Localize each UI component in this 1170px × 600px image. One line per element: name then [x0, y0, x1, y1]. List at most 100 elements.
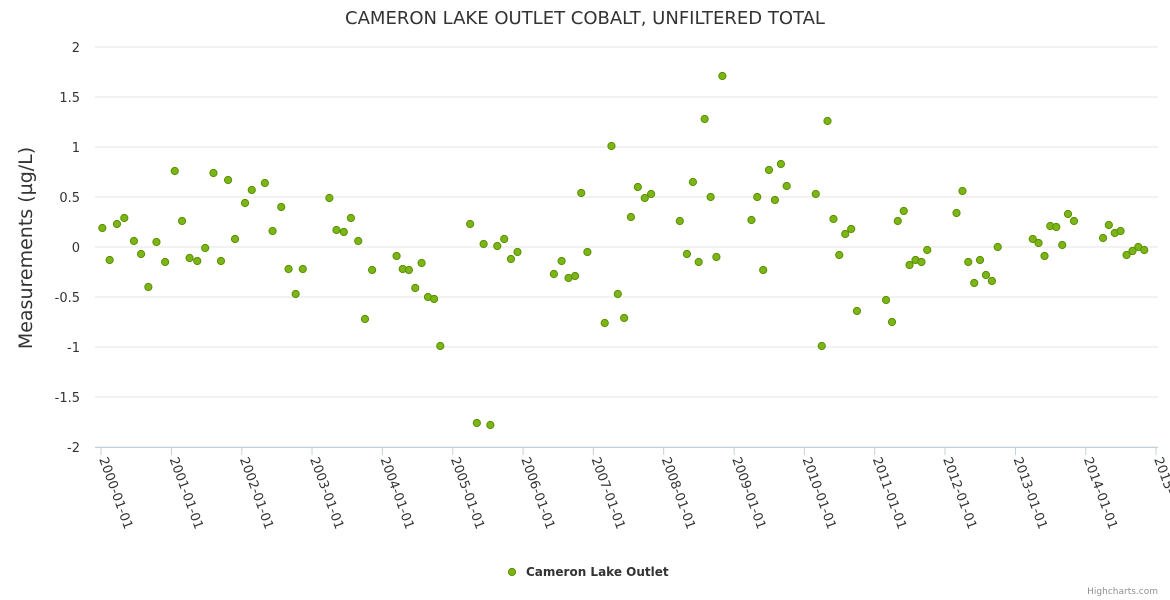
data-point[interactable]: [700, 114, 709, 124]
data-point[interactable]: [811, 189, 820, 199]
data-point[interactable]: [247, 185, 256, 195]
data-point[interactable]: [493, 241, 502, 251]
data-point[interactable]: [472, 418, 481, 428]
data-point[interactable]: [392, 251, 401, 261]
data-point[interactable]: [1140, 245, 1149, 255]
data-point[interactable]: [600, 318, 609, 328]
data-point[interactable]: [144, 282, 153, 292]
data-point[interactable]: [170, 166, 179, 176]
legend[interactable]: Cameron Lake Outlet: [507, 565, 669, 579]
data-point[interactable]: [466, 219, 475, 229]
data-point[interactable]: [223, 175, 233, 185]
data-point[interactable]: [417, 258, 426, 268]
data-point[interactable]: [325, 193, 334, 203]
data-point[interactable]: [570, 271, 580, 281]
data-point[interactable]: [368, 265, 377, 275]
data-point[interactable]: [841, 229, 850, 239]
data-point[interactable]: [436, 341, 445, 351]
data-point[interactable]: [712, 252, 721, 262]
data-point[interactable]: [682, 249, 692, 259]
data-point[interactable]: [847, 224, 856, 234]
data-point[interactable]: [688, 177, 698, 187]
data-point[interactable]: [829, 214, 838, 224]
data-point[interactable]: [607, 141, 616, 151]
data-point[interactable]: [706, 192, 715, 202]
data-point[interactable]: [981, 270, 991, 280]
data-point[interactable]: [887, 317, 897, 327]
data-point[interactable]: [404, 265, 413, 275]
data-point[interactable]: [899, 206, 908, 216]
data-point[interactable]: [613, 289, 622, 299]
data-point[interactable]: [284, 264, 293, 274]
data-point[interactable]: [1116, 226, 1125, 236]
data-point[interactable]: [817, 341, 826, 351]
data-point[interactable]: [201, 243, 210, 253]
data-point[interactable]: [917, 257, 926, 267]
data-point[interactable]: [209, 168, 218, 178]
data-point[interactable]: [577, 188, 586, 198]
data-point[interactable]: [1098, 233, 1108, 243]
data-point[interactable]: [770, 195, 780, 205]
data-point[interactable]: [923, 245, 932, 255]
legend-item-label[interactable]: Cameron Lake Outlet: [526, 565, 669, 579]
data-point[interactable]: [185, 253, 194, 263]
data-point[interactable]: [583, 247, 592, 257]
data-point[interactable]: [354, 236, 363, 246]
data-point[interactable]: [626, 212, 636, 222]
data-point[interactable]: [240, 198, 250, 208]
data-point[interactable]: [549, 269, 558, 279]
data-point[interactable]: [136, 249, 146, 259]
data-point[interactable]: [881, 295, 891, 305]
data-point[interactable]: [1028, 234, 1037, 244]
data-point[interactable]: [893, 216, 902, 226]
data-point[interactable]: [177, 216, 187, 226]
data-point[interactable]: [987, 276, 997, 286]
data-point[interactable]: [513, 247, 522, 257]
data-point[interactable]: [500, 234, 509, 244]
data-point[interactable]: [633, 182, 642, 192]
data-point[interactable]: [1040, 251, 1049, 261]
data-point[interactable]: [161, 257, 170, 267]
data-point[interactable]: [952, 208, 961, 218]
data-point[interactable]: [216, 256, 226, 266]
data-point[interactable]: [1058, 240, 1067, 250]
data-point[interactable]: [291, 289, 300, 299]
data-point[interactable]: [975, 255, 985, 265]
data-point[interactable]: [753, 192, 762, 202]
data-point[interactable]: [360, 314, 370, 324]
data-point[interactable]: [120, 213, 129, 223]
data-point[interactable]: [1069, 216, 1079, 226]
data-point[interactable]: [640, 193, 649, 203]
data-point[interactable]: [782, 181, 791, 191]
data-point[interactable]: [230, 234, 240, 244]
data-point[interactable]: [747, 215, 756, 225]
data-point[interactable]: [129, 236, 139, 246]
data-point[interactable]: [835, 250, 844, 260]
data-point[interactable]: [479, 239, 488, 249]
data-point[interactable]: [1034, 238, 1043, 248]
data-point[interactable]: [993, 242, 1002, 252]
data-point[interactable]: [964, 257, 973, 267]
data-point[interactable]: [1052, 222, 1061, 232]
data-point[interactable]: [718, 71, 727, 81]
data-point[interactable]: [970, 278, 979, 288]
data-point[interactable]: [776, 159, 786, 169]
data-point[interactable]: [620, 313, 629, 323]
data-point[interactable]: [346, 213, 356, 223]
data-point[interactable]: [193, 256, 202, 266]
data-point[interactable]: [112, 219, 122, 229]
data-point[interactable]: [764, 165, 774, 175]
data-point[interactable]: [852, 306, 862, 316]
data-point[interactable]: [298, 264, 307, 274]
data-point[interactable]: [1063, 209, 1073, 219]
data-point[interactable]: [1104, 220, 1113, 230]
data-point[interactable]: [411, 283, 420, 293]
data-point[interactable]: [486, 420, 495, 430]
data-point[interactable]: [905, 260, 914, 270]
data-point[interactable]: [332, 225, 341, 235]
data-point[interactable]: [98, 223, 107, 233]
data-point[interactable]: [1122, 250, 1131, 260]
data-point[interactable]: [506, 254, 516, 264]
data-point[interactable]: [1128, 246, 1137, 256]
data-point[interactable]: [152, 237, 161, 247]
